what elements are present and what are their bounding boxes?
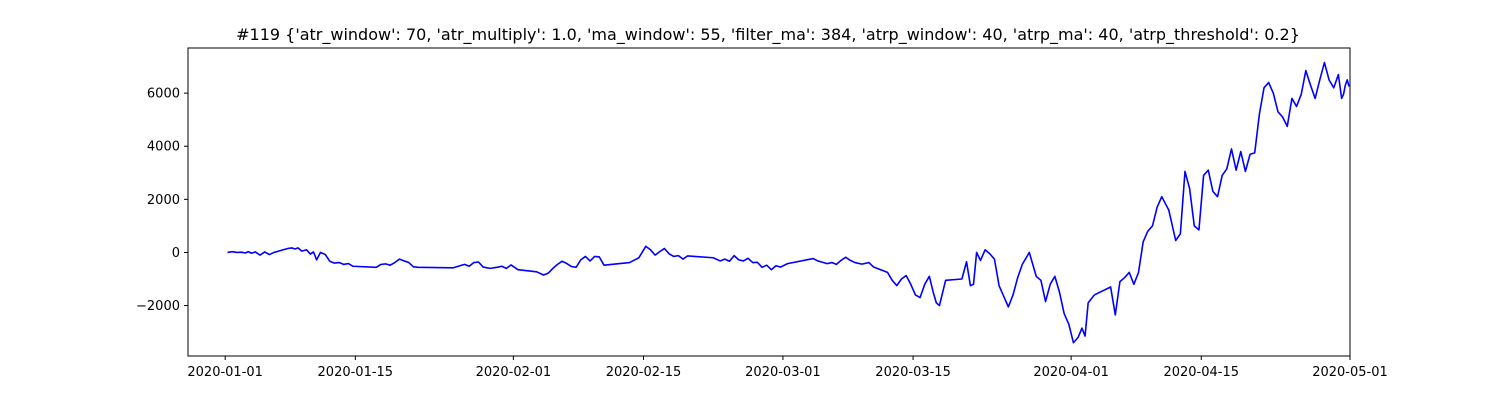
x-tick-label: 2020-03-15 — [875, 365, 951, 380]
y-tick-label: 2000 — [147, 193, 180, 208]
series-line — [227, 61, 1350, 344]
x-tick-label: 2020-04-01 — [1033, 365, 1109, 380]
x-axis: 2020-01-01 2020-01-15 2020-02-01 2020-02-15… — [187, 356, 1388, 380]
x-tick-label: 2020-03-01 — [745, 365, 821, 380]
x-tick-label: 2020-04-15 — [1163, 365, 1239, 380]
chart-title: #119 {'atr_window': 70, 'atr_multiply': … — [236, 25, 1300, 45]
x-tick-label: 2020-01-01 — [187, 365, 263, 380]
x-tick-label: 2020-05-01 — [1312, 365, 1388, 380]
y-tick-label: 6000 — [147, 87, 180, 102]
x-tick-label: 2020-01-15 — [318, 365, 394, 380]
y-tick-label: 0 — [172, 246, 180, 261]
axes-frame — [187, 47, 1351, 357]
x-tick-label: 2020-02-01 — [476, 365, 552, 380]
x-tick-label: 2020-02-15 — [606, 365, 682, 380]
plot-area — [227, 61, 1350, 344]
y-tick-label: 4000 — [147, 140, 180, 155]
y-axis: −2000 0 2000 4000 6000 — [136, 87, 188, 314]
y-tick-label: −2000 — [136, 299, 180, 314]
